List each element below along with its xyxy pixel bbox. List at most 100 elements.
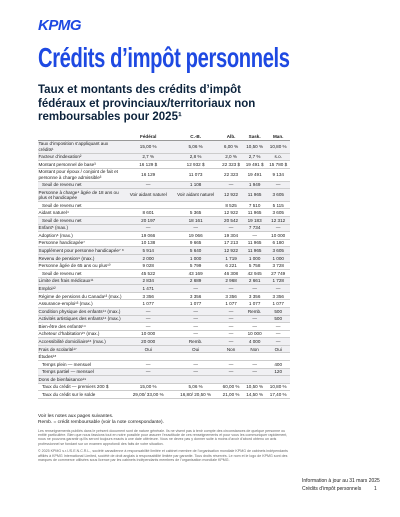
- cell: 16 129: [124, 168, 172, 182]
- cell: 1 000: [266, 254, 290, 263]
- cell: 1 728: [266, 277, 290, 286]
- sub-row: Seuil de revenu net 20 197 18 161 20 542 19 …: [38, 216, 290, 225]
- row-label: Dons de bienfaisance¹⁹: [38, 375, 125, 384]
- cell: 2 000: [124, 254, 172, 263]
- cell: 12 932 $: [171, 160, 220, 169]
- cell: Voir aidant naturel: [171, 188, 220, 202]
- cell: 10 000: [124, 330, 172, 339]
- row-label: Facteur d’indexation²: [38, 153, 125, 162]
- cell: 18 161: [171, 216, 220, 225]
- cell: 500: [266, 315, 290, 324]
- row: Assurance-emploi¹³ (max.) 1 077 1 077 1 077…: [38, 299, 290, 308]
- cell: 10,50 %: [242, 383, 267, 392]
- cell: 3 605: [266, 188, 290, 202]
- cell: —: [266, 284, 290, 293]
- cell: 12 312: [266, 216, 290, 225]
- cell: 19 183: [242, 216, 267, 225]
- cell: —: [242, 315, 267, 324]
- sub-row: Seuil de revenu net 45 522 43 169 46 308 42 …: [38, 269, 290, 278]
- cell: 11 965: [242, 208, 267, 218]
- cell: 5 115: [266, 201, 290, 210]
- sub-row: Taux du crédit sur le solde 29,00/ 33,00 …: [38, 390, 290, 399]
- cell: —: [219, 330, 243, 339]
- cell: 19 491 $: [242, 160, 267, 169]
- cell: —: [219, 307, 243, 316]
- cell: 120: [266, 368, 290, 377]
- row-label: Seuil de revenu net: [38, 201, 125, 210]
- cell: [171, 352, 220, 361]
- cell: 60,00 %: [219, 383, 243, 392]
- column-header: C.-B.: [171, 133, 220, 141]
- cell: 8 525: [219, 201, 243, 210]
- cell: 7 734: [242, 224, 267, 233]
- cell: —: [219, 337, 243, 346]
- cell: [171, 201, 220, 210]
- cell: 12 922: [219, 188, 243, 202]
- row-label: Aidant naturel⁴: [38, 208, 125, 218]
- cell: [266, 375, 290, 384]
- disclaimer: Les renseignements publiés dans le prése…: [38, 428, 288, 446]
- cell: —: [171, 284, 220, 293]
- row-label: Acheteur d’habitation¹⁵ (max.): [38, 330, 125, 339]
- credits-table: Fédéral C.-B. Alb. Sask. Man. Taux d’impositi…: [38, 133, 290, 399]
- row-label: Frais de scolarité¹⁷: [38, 345, 125, 354]
- column-header: [38, 133, 125, 141]
- row-label: Limite des frais médicaux¹¹: [38, 277, 125, 286]
- cell: 10 000: [242, 330, 267, 339]
- cell: [242, 352, 267, 361]
- cell: 46 308: [219, 269, 243, 278]
- row: Emploi¹² 1 471— — — —: [38, 284, 290, 293]
- update-date: Information à jour au 31 mars 2025: [302, 478, 380, 484]
- cell: 11 073: [171, 168, 220, 182]
- cell: 15,00 %: [124, 140, 172, 154]
- sub-row: Taux du crédit — premiers 200 $15,00 % 5,…: [38, 383, 290, 392]
- row-label: Taux d’imposition s’appliquant aux crédi…: [38, 140, 125, 154]
- cell: 3 356: [219, 292, 243, 301]
- header-row: Fédéral C.-B. Alb. Sask. Man.: [38, 133, 290, 141]
- row-label: Montant personnel de base³: [38, 160, 125, 169]
- cell: 19 304: [219, 231, 243, 240]
- cell: 2 968: [219, 277, 243, 286]
- row: Revenu de pension⁹ (max.) 2 000 1 000 1 719…: [38, 254, 290, 263]
- cell: 3 356: [124, 292, 172, 301]
- row: Adoption⁶ (max.) 19 066 19 066 19 304—10 00…: [38, 231, 290, 240]
- cell: —: [171, 368, 220, 377]
- cell: [242, 375, 267, 384]
- cell: —: [124, 224, 172, 233]
- sub-row: Seuil de revenu net 8 525 7 510 5 115: [38, 201, 290, 210]
- cell: 42 945: [242, 269, 267, 278]
- cell: 12 922: [219, 208, 243, 218]
- cell: 14,50 %: [242, 390, 267, 399]
- sub-row: Temps partiel — mensuel — — — —120: [38, 368, 290, 377]
- row: Acheteur d’habitation¹⁵ (max.) 10 000— —10…: [38, 330, 290, 339]
- cell: 16 129 $: [124, 160, 172, 169]
- cell: Voir aidant naturel: [124, 188, 172, 202]
- row-label: Seuil de revenu net: [38, 216, 125, 225]
- cell: 3 605: [266, 208, 290, 218]
- row: Activités artistiques des enfants¹⁴ (max…: [38, 315, 290, 324]
- cell: —: [266, 181, 290, 190]
- row: Personne âgée de 65 ans ou plus¹⁰ 9 028 5 …: [38, 262, 290, 271]
- cell: —: [124, 368, 172, 377]
- cell: 12 922: [219, 246, 243, 255]
- column-header: Sask.: [242, 133, 267, 141]
- row: Taux d’imposition s’appliquant aux crédi…: [38, 140, 290, 154]
- cell: [266, 352, 290, 361]
- cell: 2,8 %: [171, 153, 220, 162]
- cell: 10,80 %: [266, 140, 290, 154]
- cell: —: [171, 322, 220, 331]
- cell: 17 213: [219, 239, 243, 248]
- cell: 27 749: [266, 269, 290, 278]
- cell: Remb.: [171, 337, 220, 346]
- row: Aidant naturel⁴ 8 601 5 365 12 922 11 965 3 6…: [38, 208, 290, 218]
- cell: 1 471: [124, 284, 172, 293]
- cell: 11 965: [242, 246, 267, 255]
- doc-name: Crédits d’impôt personnels: [302, 486, 362, 492]
- cell: 10 000: [266, 231, 290, 240]
- cell: 5 640: [171, 246, 220, 255]
- cell: 3 356: [266, 292, 290, 301]
- row-label: Condition physique des enfants¹⁴ (max.): [38, 307, 125, 316]
- row-label: Taux du crédit sur le solde: [38, 390, 125, 399]
- cell: 2 834: [124, 277, 172, 286]
- cell: Non: [219, 345, 243, 354]
